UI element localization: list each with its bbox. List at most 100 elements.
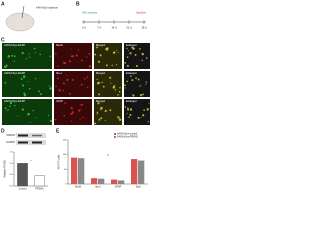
cell [69, 92, 71, 95]
cell [68, 60, 71, 63]
cell [129, 108, 133, 111]
image-label: Merged [96, 99, 105, 103]
brain-drawing [5, 12, 35, 32]
micrograph [94, 43, 122, 69]
cell [111, 64, 113, 66]
cell [126, 47, 128, 50]
cell [137, 78, 140, 81]
cell [86, 86, 89, 89]
blot-band [32, 134, 42, 137]
image-label: AAV9-hSyn-EGFP [4, 71, 25, 75]
cell [7, 109, 9, 111]
cell [78, 109, 81, 112]
figure: A B C D E AAV-hSyn injection AAV injecti… [1, 1, 150, 191]
cell [58, 89, 61, 92]
cell [80, 83, 83, 86]
blot-label: GAPDH [6, 141, 15, 144]
cell [71, 111, 74, 114]
significance: * [30, 159, 32, 163]
cell [145, 57, 148, 59]
cell [139, 93, 143, 97]
cell [117, 94, 119, 96]
cell [139, 85, 141, 87]
x-tick-label: GFAP [115, 186, 122, 189]
panel-label: B [76, 1, 80, 7]
cell [23, 92, 26, 95]
cell [75, 54, 78, 57]
cell [98, 118, 101, 121]
x-tick-label: Total [135, 186, 141, 189]
cell [102, 85, 105, 88]
cell [49, 88, 52, 90]
cell [47, 114, 50, 117]
cell [106, 47, 109, 50]
cell [20, 77, 23, 80]
cell [86, 56, 88, 58]
bar [98, 178, 105, 184]
blot-band [18, 141, 28, 144]
image-label: Enlarged [126, 43, 137, 47]
y-axis-label: % GFP+ cells [58, 154, 61, 169]
cell [114, 89, 117, 91]
cell [62, 89, 65, 92]
cell [63, 115, 66, 117]
cell [70, 55, 72, 57]
cell [27, 81, 29, 83]
cell [49, 55, 51, 58]
cell [145, 83, 147, 85]
cell [104, 109, 107, 113]
cell [127, 108, 130, 111]
cell [142, 114, 145, 117]
cell [124, 84, 126, 87]
x-tick-label: NeuN [75, 186, 81, 189]
cell [118, 91, 121, 93]
panel-label: A [1, 1, 5, 7]
cell [54, 118, 57, 121]
cell [134, 53, 137, 56]
cell [135, 77, 137, 80]
cell [4, 107, 7, 110]
cell [28, 53, 30, 55]
cell [128, 116, 130, 118]
y-tick-label: 150 [63, 140, 67, 142]
cell [124, 106, 127, 108]
cell [145, 81, 148, 83]
cell [148, 102, 150, 104]
blot-band [18, 134, 28, 137]
cell [146, 108, 149, 111]
cell [64, 102, 67, 104]
x-tick-label: Iba-1 [95, 186, 101, 189]
cell [119, 87, 121, 89]
cell [62, 82, 64, 84]
cell [35, 117, 37, 119]
cell [70, 112, 73, 116]
cell [140, 117, 142, 119]
cell [34, 77, 37, 80]
image-label: Merged [96, 71, 105, 75]
legend-label: AAV9-hSyn-PRDX6 [117, 136, 139, 139]
cell [63, 82, 65, 85]
cell [135, 64, 139, 68]
legend-swatch [114, 136, 116, 138]
cell [141, 52, 144, 56]
x-tick-label: Control [19, 188, 27, 191]
y-tick-label: 0.0 [9, 186, 13, 188]
bar [131, 159, 138, 184]
cell [109, 76, 112, 79]
cell [23, 94, 27, 97]
cell [7, 55, 11, 58]
significance: ** [107, 153, 110, 157]
x-tick-label: PRDX6 [36, 188, 45, 191]
cell [9, 105, 11, 107]
panel-a-title: AAV-hSyn injection [36, 6, 58, 10]
bar [91, 178, 98, 184]
cell [77, 49, 80, 51]
bar [17, 163, 28, 187]
cell [117, 52, 119, 54]
cell [127, 49, 129, 51]
cell [86, 76, 89, 79]
cell [34, 52, 36, 54]
micrograph [2, 43, 52, 69]
micrograph [54, 71, 92, 97]
cell [21, 51, 24, 55]
